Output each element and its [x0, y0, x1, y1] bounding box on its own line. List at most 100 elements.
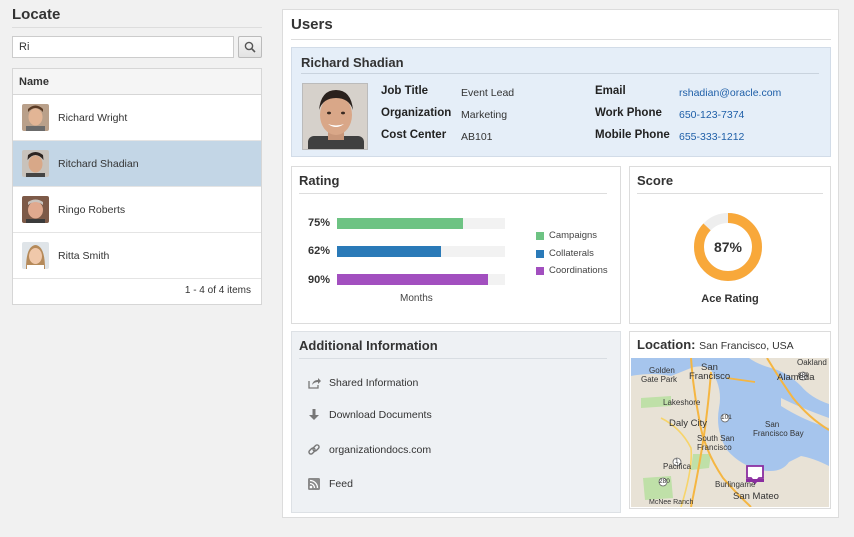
bar-collaterals: [337, 246, 442, 257]
list-item[interactable]: Ringo Roberts: [13, 187, 261, 233]
map-label: 880: [798, 372, 809, 379]
location-title: Location: San Francisco, USA: [637, 337, 794, 352]
email-label: Email: [595, 85, 626, 97]
link-icon: [308, 444, 320, 455]
map-label: Francisco: [697, 443, 732, 452]
download-documents-link[interactable]: Download Documents: [307, 408, 432, 422]
legend-label: Campaigns: [549, 230, 598, 241]
work-phone-link[interactable]: 650-123-7374: [679, 109, 745, 121]
email-link[interactable]: rshadian@oracle.com: [679, 87, 782, 99]
location-card: Location: San Francisco, USA: [629, 331, 831, 509]
locate-title: Locate: [12, 6, 61, 23]
legend-label: Collaterals: [549, 248, 594, 259]
legend-item: Coordinations: [536, 265, 608, 276]
user-photo: [302, 83, 368, 150]
map-label: Burlingame: [715, 480, 756, 489]
map-label: 1: [675, 458, 679, 465]
mobile-phone-label: Mobile Phone: [595, 129, 670, 141]
bar-label-coordinations: 90%: [308, 274, 331, 286]
divider: [299, 193, 607, 194]
divider: [299, 358, 607, 359]
list-item-label: Ringo Roberts: [58, 203, 126, 216]
list-item-label: Ritta Smith: [58, 249, 110, 262]
cost-center-label: Cost Center: [381, 129, 447, 141]
organization-value: Marketing: [461, 109, 508, 121]
user-detail-card: Richard Shadian Job Title Event Lead Org…: [291, 47, 831, 157]
map-label: San: [765, 420, 780, 429]
pagination-status: 1 - 4 of 4 items: [184, 285, 251, 296]
list-item[interactable]: Ritta Smith: [13, 233, 261, 279]
divider: [291, 39, 831, 40]
bar-track: [337, 246, 505, 257]
avatar: [22, 196, 49, 223]
score-caption: Ace Rating: [701, 293, 759, 305]
mobile-phone-link[interactable]: 655-333-1212: [679, 131, 745, 143]
divider: [301, 73, 819, 74]
list-item[interactable]: Ritchard Shadian: [13, 141, 261, 187]
job-title-label: Job Title: [381, 85, 429, 97]
organization-label: Organization: [381, 107, 452, 119]
shared-information-link[interactable]: Shared Information: [307, 376, 418, 390]
gauge-arc: [694, 213, 762, 281]
locate-panel: Locate Name Richard Wright Ritchard Shad…: [0, 0, 270, 537]
location-map[interactable]: Golden Gate Park San Francisco Alameda O…: [631, 358, 829, 507]
divider: [12, 27, 262, 28]
map-label: Oakland: [797, 358, 827, 367]
work-phone-label: Work Phone: [595, 107, 662, 119]
feed-link[interactable]: Feed: [307, 477, 353, 491]
map-label: San: [701, 362, 718, 373]
score-value: 87%: [713, 239, 743, 255]
legend-swatch: [536, 231, 544, 240]
additional-info-title: Additional Information: [299, 338, 438, 353]
page-title: Users: [291, 16, 333, 33]
map-label: Gate Park: [641, 375, 678, 384]
map-label: Francisco Bay: [753, 429, 804, 438]
list-item-label: Richard Wright: [58, 111, 128, 124]
bar-label-campaigns: 75%: [308, 217, 331, 229]
score-card: Score 87% Ace Rating: [629, 166, 831, 324]
organization-docs-link[interactable]: organizationdocs.com: [307, 443, 431, 457]
job-title-value: Event Lead: [461, 87, 515, 99]
organization-docs-label: organizationdocs.com: [329, 444, 432, 456]
map-label: 280: [659, 478, 670, 485]
map-label: San Mateo: [733, 491, 779, 502]
map-canvas: [631, 358, 829, 507]
search-button[interactable]: [238, 36, 262, 58]
legend-swatch: [536, 266, 544, 275]
column-header-name[interactable]: Name: [13, 69, 261, 95]
rss-icon: [308, 478, 320, 490]
map-label: Alameda: [777, 372, 815, 383]
download-documents-label: Download Documents: [329, 409, 432, 421]
share-icon: [308, 378, 321, 389]
list-item-label: Ritchard Shadian: [58, 157, 139, 170]
avatar: [22, 104, 49, 131]
rating-title: Rating: [299, 173, 340, 188]
location-label: Location:: [637, 337, 696, 352]
map-label: Daly City: [669, 418, 708, 429]
list-item[interactable]: Richard Wright: [13, 95, 261, 141]
user-list-table: Name Richard Wright Ritchard Shadian Rin…: [12, 68, 262, 305]
shared-information-label: Shared Information: [329, 377, 419, 389]
legend-item: Campaigns: [536, 230, 597, 241]
score-title: Score: [637, 173, 674, 188]
legend-swatch: [536, 249, 544, 258]
users-panel: Users Richard Shadian Job Title Event Le…: [282, 9, 839, 518]
legend-label: Coordinations: [549, 265, 608, 276]
feed-label: Feed: [329, 478, 353, 490]
search-input[interactable]: [12, 36, 234, 58]
map-label: Lakeshore: [663, 398, 701, 407]
map-label: Francisco: [689, 371, 731, 382]
location-place: San Francisco, USA: [699, 340, 794, 352]
bar-campaigns: [337, 218, 463, 229]
search-icon: [244, 41, 256, 53]
x-axis-label: Months: [400, 293, 433, 304]
map-label: 101: [721, 414, 732, 421]
map-label: South San: [697, 434, 735, 443]
legend-item: Collaterals: [536, 248, 594, 259]
bar-coordinations: [337, 274, 489, 285]
bar-label-collaterals: 62%: [308, 245, 331, 257]
map-label: McNee Ranch: [649, 499, 694, 506]
score-gauge: [694, 213, 762, 281]
bar-track: [337, 218, 505, 229]
divider: [637, 193, 823, 194]
